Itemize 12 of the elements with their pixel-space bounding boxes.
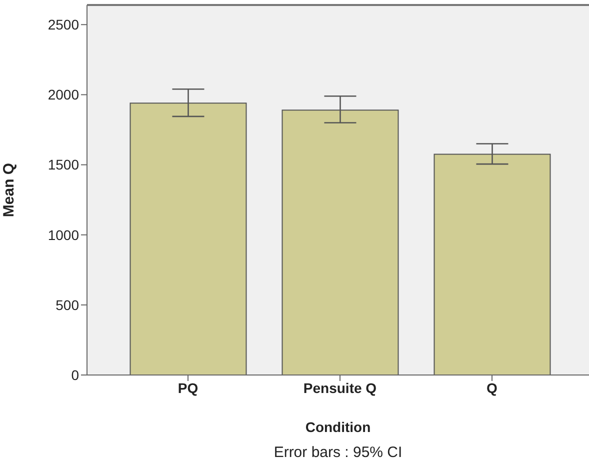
x-axis-title: Condition xyxy=(305,419,371,435)
x-tick-label: Pensuite Q xyxy=(303,380,377,396)
y-tick-label: 1000 xyxy=(48,226,80,243)
y-tick-label: 0 xyxy=(71,366,80,383)
text: Error bars : 95% CI xyxy=(272,444,404,461)
y-tick-label: 2000 xyxy=(48,86,80,103)
x-tick-label: Q xyxy=(486,380,498,396)
y-tick-label: 500 xyxy=(56,296,80,313)
y-tick-label: 1500 xyxy=(48,156,80,173)
y-tick-label: 2500 xyxy=(48,16,80,33)
y-axis-title: Mean Q xyxy=(0,162,18,218)
x-tick-label: PQ xyxy=(178,380,198,396)
